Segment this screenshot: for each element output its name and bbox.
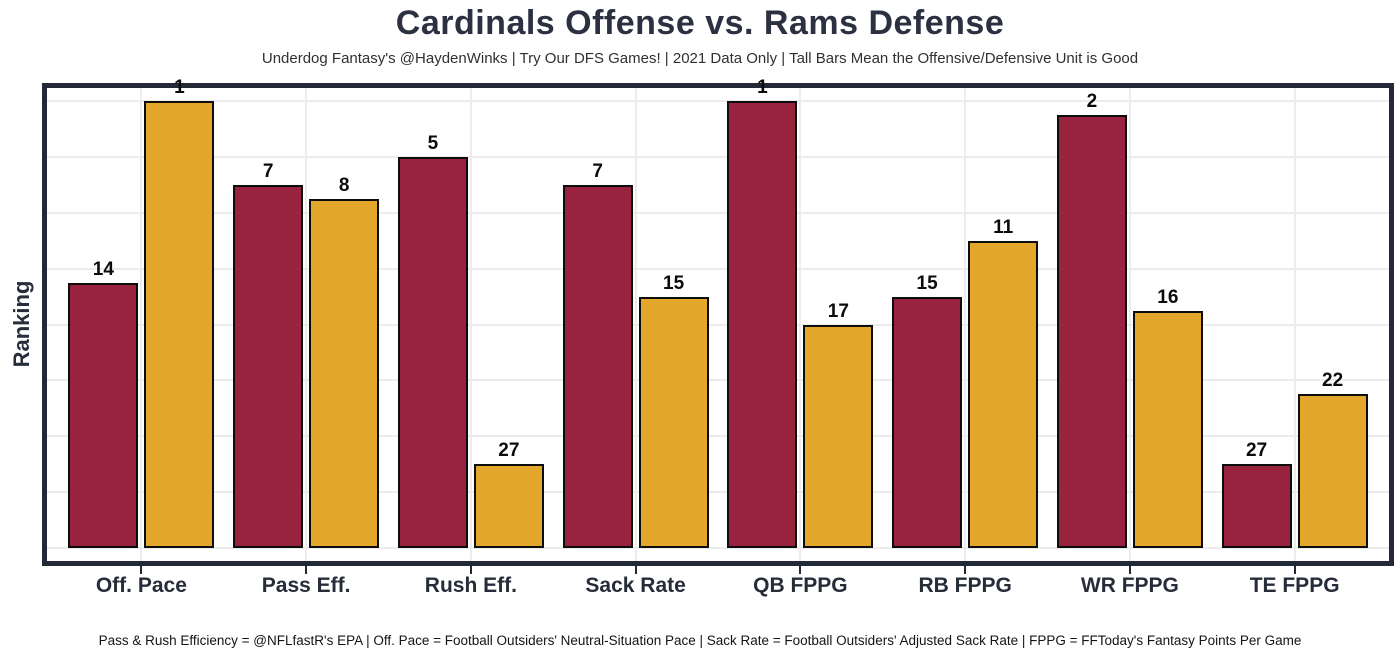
x-axis-category-label: RB FPPG [918, 574, 1012, 597]
vertical-gridline [634, 88, 637, 561]
bar-value-label: 1 [174, 77, 185, 98]
x-axis-category-label: QB FPPG [753, 574, 848, 597]
bar-value-label: 27 [498, 440, 520, 462]
bar-cardinals [68, 282, 139, 548]
bar-cardinals [1221, 464, 1292, 548]
axis-tick [140, 566, 143, 574]
bar-value-label: 7 [262, 160, 274, 182]
bar-value-label: 11 [993, 216, 1014, 238]
vertical-gridline [799, 88, 802, 561]
horizontal-gridline [47, 547, 1389, 549]
horizontal-gridline [47, 267, 1389, 270]
vertical-gridline [469, 88, 472, 561]
vertical-gridline [140, 88, 143, 561]
bar-value-label: 7 [592, 160, 603, 182]
bar-rams [1132, 310, 1203, 548]
vertical-gridline [1128, 88, 1131, 561]
bar-rams [803, 324, 874, 548]
bar-value-label: 5 [427, 132, 439, 154]
horizontal-gridline [47, 379, 1389, 382]
bar-cardinals [892, 296, 963, 548]
horizontal-gridline [47, 211, 1389, 214]
axis-tick [1128, 566, 1131, 574]
bar-value-label: 16 [1157, 286, 1179, 308]
horizontal-gridline [47, 155, 1389, 158]
axis-tick [469, 566, 472, 574]
x-axis-category-label: WR FPPG [1080, 574, 1179, 597]
horizontal-gridline [47, 435, 1389, 438]
chart-title: Cardinals Offense vs. Rams Defense [395, 4, 1005, 42]
bar-rams [1297, 394, 1368, 548]
bar-cardinals [233, 184, 304, 548]
bar-cardinals [1056, 114, 1127, 548]
bar-rams [473, 464, 544, 548]
axis-tick [1293, 566, 1296, 574]
bar-value-label: 1 [757, 77, 768, 98]
axis-tick [964, 566, 967, 574]
bar-value-label: 22 [1322, 370, 1344, 392]
x-axis-category-label: Rush Eff. [424, 574, 517, 597]
plot-panel: 14 1 7 8 5 27 7 15 1 17 15 11 2 16 27 22 [42, 77, 1394, 566]
x-axis-category-label: Pass Eff. [261, 574, 351, 597]
bar-value-label: 14 [92, 258, 114, 280]
bar-rams [968, 240, 1039, 548]
bar-cardinals [727, 101, 798, 548]
bar-value-label: 15 [663, 272, 685, 294]
bar-value-label: 17 [827, 300, 849, 322]
horizontal-gridline [47, 100, 1389, 102]
horizontal-gridline [47, 491, 1389, 494]
vertical-gridline [305, 88, 308, 561]
axis-tick [799, 566, 802, 574]
vertical-gridline [1293, 88, 1296, 561]
vertical-gridline [964, 88, 967, 561]
axis-tick [634, 566, 637, 574]
bar-rams [309, 198, 380, 548]
bar-value-label: 8 [338, 174, 350, 196]
bar-value-label: 2 [1086, 90, 1098, 112]
bar-value-label: 27 [1246, 440, 1268, 462]
x-axis-category-label: Off. Pace [95, 574, 187, 597]
bar-rams [144, 101, 215, 548]
bar-cardinals [397, 156, 468, 548]
axis-tick [305, 566, 308, 574]
bar-cardinals [562, 184, 633, 548]
bar-rams [638, 296, 709, 548]
chart-footnote: Pass & Rush Efficiency = @NFLfastR's EPA… [98, 633, 1302, 648]
x-axis-category-label: Sack Rate [585, 574, 686, 597]
bar-value-label: 15 [916, 272, 938, 294]
x-axis-category-label: TE FPPG [1249, 574, 1340, 597]
chart-subtitle: Underdog Fantasy's @HaydenWinks | Try Ou… [261, 50, 1139, 67]
horizontal-gridline [47, 323, 1389, 326]
